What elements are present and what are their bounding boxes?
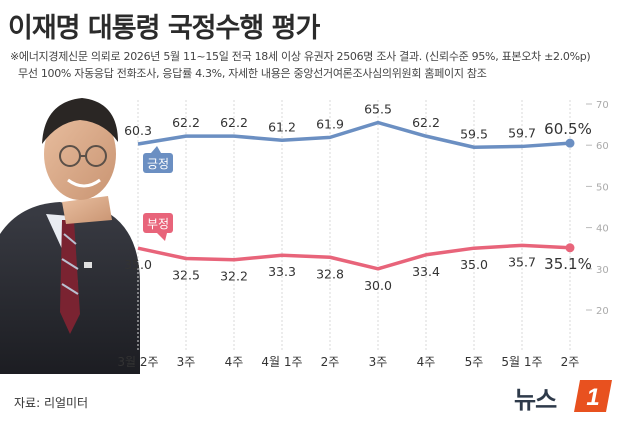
data-source: 자료: 리얼미터 (14, 396, 89, 410)
logo-badge-icon: 1 (574, 380, 612, 412)
data-label-긍정-9: 60.5% (544, 120, 592, 138)
data-label-긍정-1: 62.2 (172, 115, 200, 130)
data-label-긍정-6: 62.2 (412, 115, 440, 130)
data-label-부정-2: 32.2 (220, 269, 248, 284)
data-label-긍정-7: 59.5 (460, 126, 488, 141)
y-tick-label-5: 20 (596, 306, 609, 317)
series-tag-label-긍정: 긍정 (147, 157, 169, 171)
data-label-부정-5: 30.0 (364, 278, 392, 293)
data-label-부정-8: 35.7 (508, 254, 536, 269)
series-line-부정 (137, 243, 571, 271)
x-tick-label-7: 5주 (465, 355, 484, 369)
y-tick-label-3: 40 (596, 224, 609, 235)
x-tick-label-4: 2주 (321, 355, 340, 369)
y-tick-label-1: 60 (596, 141, 609, 152)
y-tick-label-2: 50 (596, 182, 609, 193)
y-tick-label-0: 70 (596, 100, 609, 111)
x-tick-label-1: 3주 (177, 355, 196, 369)
data-label-긍정-4: 61.9 (316, 116, 344, 131)
x-tick-label-9: 2주 (561, 355, 580, 369)
series-tag-bg-긍정 (143, 153, 173, 173)
news1-logo: 뉴스 1 (514, 376, 620, 420)
x-tick-label-5: 3주 (369, 355, 388, 369)
series-tag-pointer-긍정 (151, 146, 161, 153)
survey-note-line1: ※에너지경제신문 의뢰로 2026년 5월 11~15일 전국 18세 이상 유… (10, 50, 591, 63)
data-label-부정-0: 35.0 (124, 257, 152, 272)
series-endpoint-긍정 (565, 138, 575, 148)
series-tag-pointer-부정 (157, 233, 167, 241)
data-label-긍정-8: 59.7 (508, 125, 536, 140)
series-endpoint-부정 (565, 243, 575, 253)
x-tick-label-0: 3월 2주 (117, 355, 158, 369)
survey-note-line2: 무선 100% 자동응답 전화조사, 응답률 4.3%, 자세한 내용은 중앙선… (18, 67, 487, 80)
data-label-긍정-5: 65.5 (364, 102, 392, 117)
x-tick-label-8: 5월 1주 (501, 355, 542, 369)
data-label-부정-1: 32.5 (172, 268, 200, 283)
logo-text: 뉴스 (514, 386, 557, 414)
series-line-긍정 (137, 120, 571, 150)
x-tick-label-2: 4주 (225, 355, 244, 369)
data-label-긍정-0: 60.3 (124, 123, 152, 138)
x-tick-label-3: 4월 1주 (261, 355, 302, 369)
president-photo (0, 98, 140, 374)
logo-badge-text: 1 (586, 384, 599, 411)
x-tick-label-6: 4주 (417, 355, 436, 369)
data-label-부정-3: 33.3 (268, 264, 296, 279)
data-label-부정-7: 35.0 (460, 257, 488, 272)
chart-title: 이재명 대통령 국정수행 평가 (8, 13, 320, 44)
series-tag-label-부정: 부정 (147, 217, 169, 231)
y-tick-label-4: 30 (596, 265, 609, 276)
data-label-긍정-3: 61.2 (268, 119, 296, 134)
series-tag-bg-부정 (143, 213, 173, 233)
data-label-부정-9: 35.1% (544, 255, 592, 273)
data-label-부정-4: 32.8 (316, 266, 344, 281)
data-label-긍정-2: 62.2 (220, 115, 248, 130)
data-label-부정-6: 33.4 (412, 264, 440, 279)
